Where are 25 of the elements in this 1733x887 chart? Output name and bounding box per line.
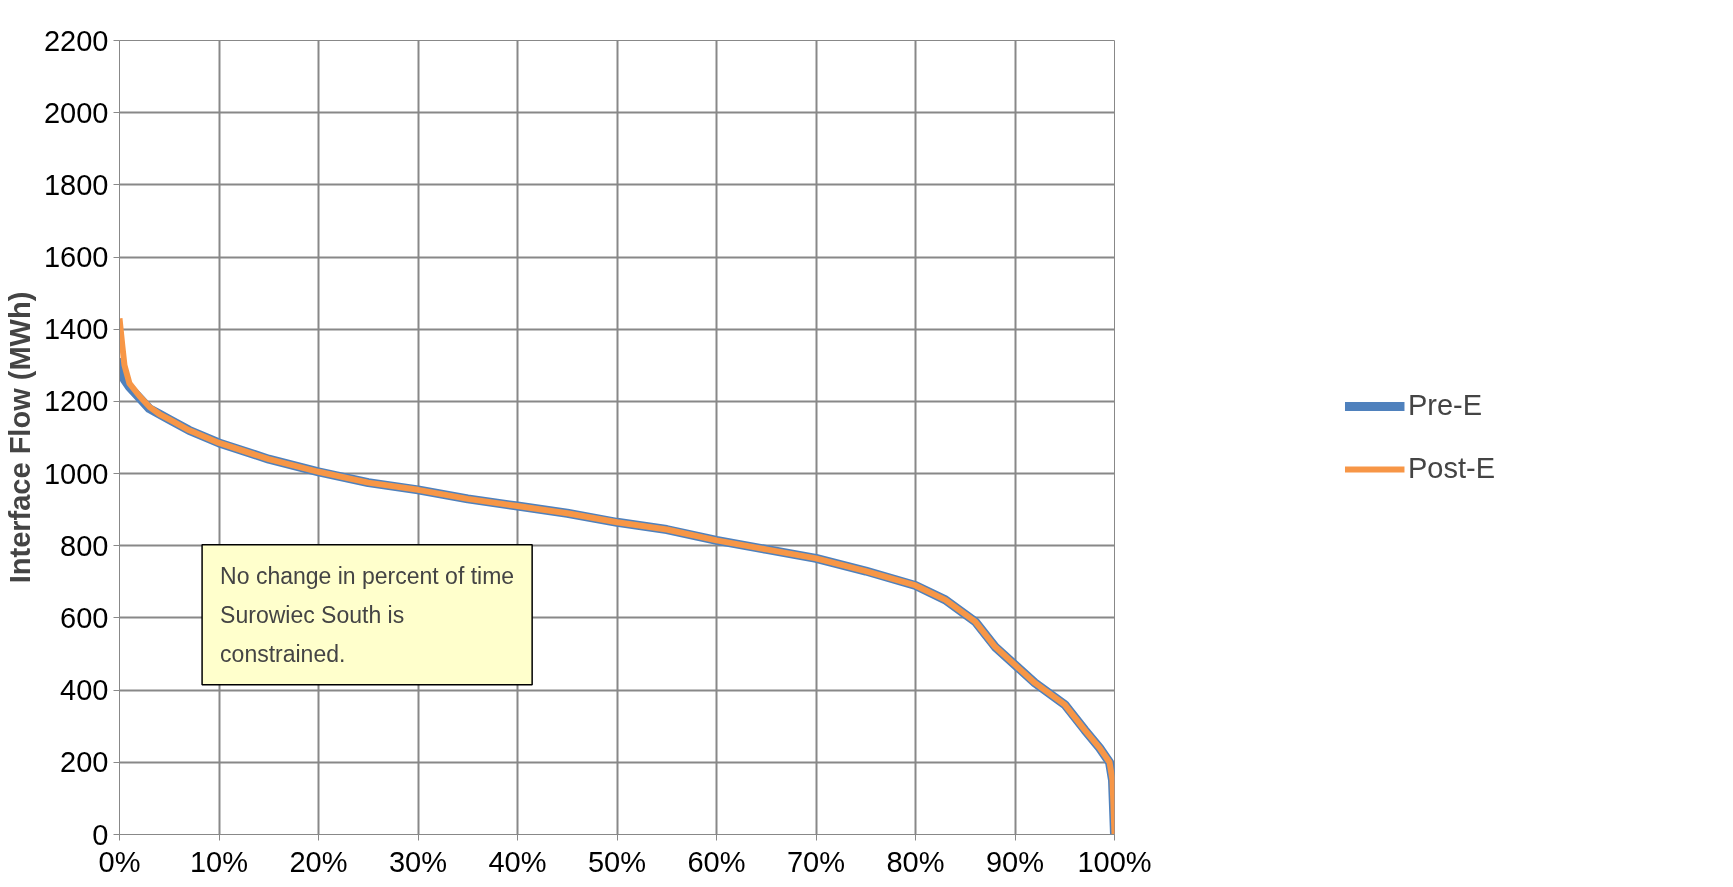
- annotation: No change in percent of time Surowiec South is constrained.: [220, 562, 515, 667]
- x-tick-label: 10%: [189, 845, 249, 878]
- x-tick-label: 50%: [587, 845, 647, 878]
- x-tick-label: 30%: [388, 845, 448, 878]
- y-tick-label: 200: [60, 746, 109, 779]
- y-tick-label: 800: [60, 529, 109, 562]
- x-tick-label: 100%: [1077, 845, 1152, 878]
- x-tick-label: 80%: [886, 845, 945, 878]
- legend-label: Pre-E: [1407, 389, 1483, 422]
- legend-label: Post-E: [1407, 452, 1496, 485]
- x-tick-label: 90%: [985, 845, 1045, 878]
- x-tick-label: 40%: [488, 845, 547, 878]
- y-axis-title: Interface Flow (MWh): [3, 291, 36, 584]
- y-tick-label: 1000: [43, 457, 109, 490]
- y-tick-label: 1200: [43, 385, 109, 418]
- y-tick-label: 1400: [43, 313, 109, 346]
- y-tick-label: 600: [60, 601, 109, 634]
- y-tick-label: 1600: [43, 241, 109, 274]
- y-tick-label: 400: [60, 674, 109, 707]
- x-tick-label: 60%: [687, 845, 746, 878]
- y-tick-label: 2000: [43, 96, 109, 129]
- y-tick-label: 1800: [43, 168, 109, 201]
- x-tick-label: 70%: [786, 845, 846, 878]
- x-tick-label: 20%: [289, 845, 348, 878]
- y-tick-label: 2200: [43, 24, 109, 57]
